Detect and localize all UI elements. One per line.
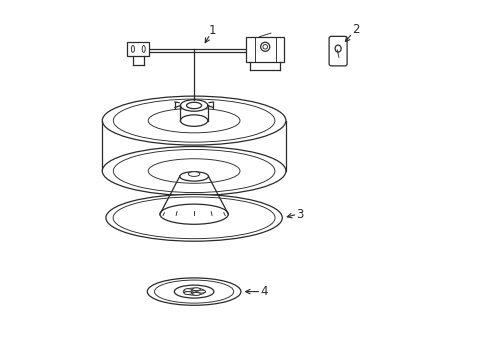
Ellipse shape [182,117,205,124]
Text: 3: 3 [296,208,304,221]
Ellipse shape [334,45,341,52]
Ellipse shape [180,115,207,126]
Ellipse shape [160,204,228,224]
Ellipse shape [188,172,200,176]
Ellipse shape [197,290,205,293]
Ellipse shape [113,99,274,142]
Ellipse shape [102,147,285,195]
Text: 2: 2 [352,23,359,36]
Ellipse shape [183,292,192,294]
Ellipse shape [183,289,192,292]
Ellipse shape [180,100,207,111]
Ellipse shape [191,291,196,292]
FancyBboxPatch shape [246,37,284,62]
FancyBboxPatch shape [328,36,346,66]
Ellipse shape [147,278,241,305]
Ellipse shape [260,42,269,51]
Ellipse shape [113,149,274,193]
Ellipse shape [192,293,200,295]
Ellipse shape [131,45,134,52]
Ellipse shape [113,197,275,239]
Ellipse shape [148,108,240,133]
Ellipse shape [179,172,208,181]
Text: 1: 1 [208,24,215,37]
Ellipse shape [186,102,201,109]
Ellipse shape [263,45,267,49]
Ellipse shape [148,159,240,183]
FancyBboxPatch shape [127,42,149,56]
Ellipse shape [102,96,285,145]
Ellipse shape [142,45,145,52]
Ellipse shape [154,280,233,303]
Ellipse shape [183,288,204,295]
Ellipse shape [106,194,282,241]
Text: 4: 4 [260,285,267,298]
Ellipse shape [192,288,200,291]
Ellipse shape [174,285,213,298]
